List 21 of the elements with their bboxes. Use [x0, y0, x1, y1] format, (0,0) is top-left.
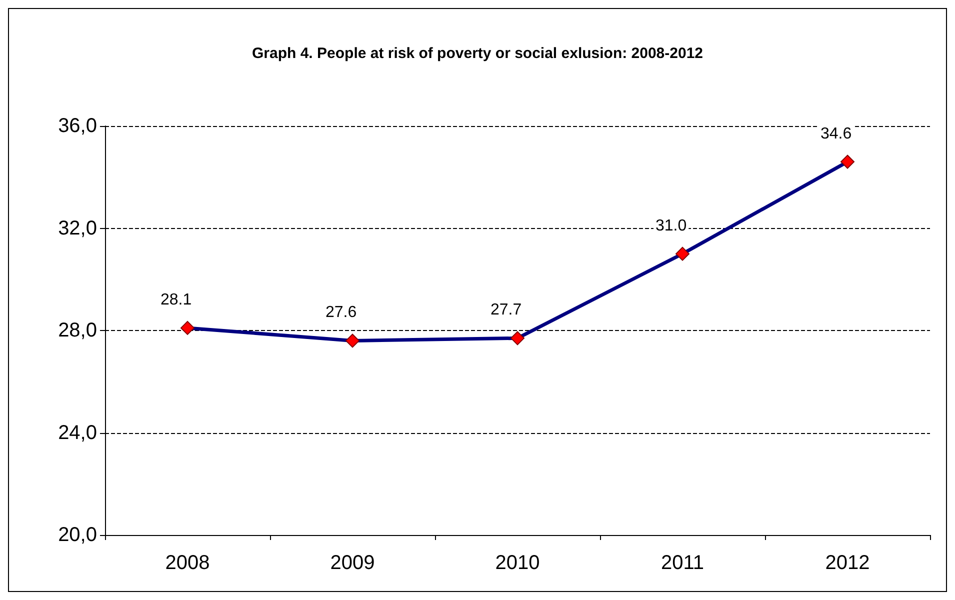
text: 31.0 — [656, 217, 687, 234]
point — [676, 246, 690, 261]
x-tick-label: 2012 — [825, 552, 870, 574]
text: 27.6 — [326, 304, 357, 322]
chart-title: Graph 4. People at risk of poverty or social exlusion: 2008-2012 — [252, 45, 704, 62]
point — [180, 320, 194, 335]
y-tick-label: 28,0 — [58, 320, 97, 342]
point — [840, 154, 854, 169]
point — [346, 334, 360, 348]
y-tick-label: 24,0 — [58, 422, 97, 444]
x-tick-label: 2009 — [330, 552, 375, 574]
x-tick-label: 2011 — [660, 552, 704, 574]
y-tick-label: 32,0 — [58, 217, 97, 240]
y-tick-label: 36,0 — [58, 115, 97, 137]
text: 34.6 — [820, 125, 852, 142]
text: 28.1 — [160, 291, 192, 308]
point — [510, 331, 524, 346]
y-tick-label: 20,0 — [58, 524, 97, 546]
x-tick-label: 2010 — [495, 552, 540, 574]
x-tick-label: 2008 — [165, 552, 210, 574]
text: 27.7 — [490, 302, 522, 319]
